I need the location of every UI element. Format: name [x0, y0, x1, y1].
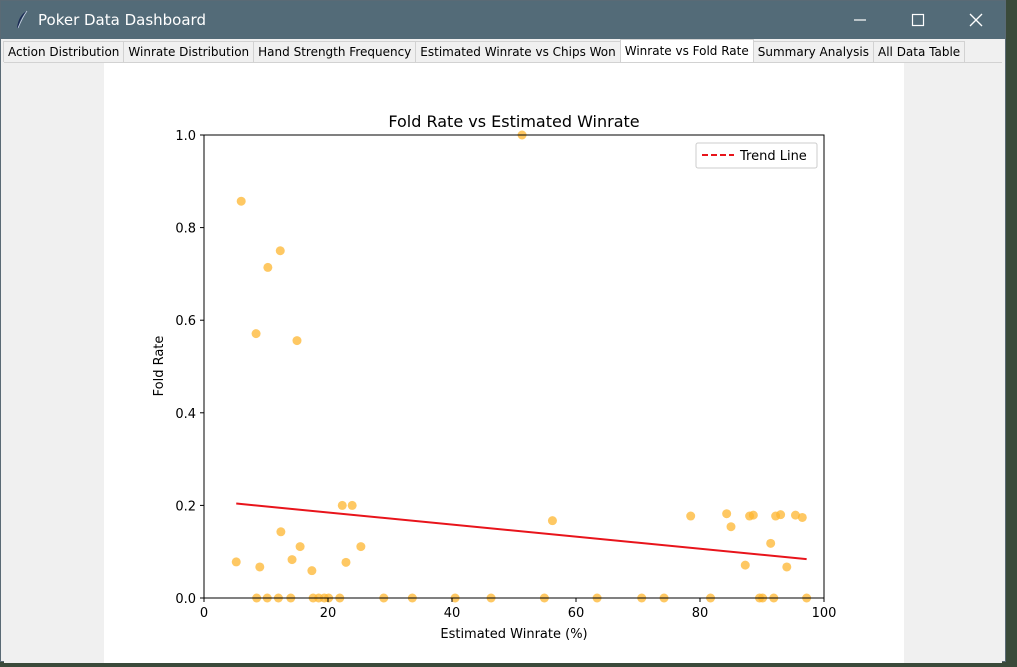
scatter-chart: Fold Rate vs Estimated Winrate 0 20 40 60 80… [152, 112, 837, 642]
window-title: Poker Data Dashboard [38, 11, 206, 29]
tab-all-data-table[interactable]: All Data Table [873, 41, 966, 62]
x-tick-label: 80 [692, 606, 709, 621]
chart-figure: Fold Rate vs Estimated Winrate 0 20 40 60 80… [104, 63, 904, 663]
data-point [231, 557, 241, 567]
chart-title: Fold Rate vs Estimated Winrate [388, 112, 639, 131]
legend-entry-trend-line: Trend Line [739, 149, 807, 164]
close-button[interactable] [947, 1, 1005, 39]
data-point [295, 542, 305, 552]
data-point [547, 516, 557, 526]
data-point [776, 510, 786, 520]
data-point [236, 196, 246, 206]
data-point [782, 562, 792, 572]
tab-estimated-winrate-vs-chips-won[interactable]: Estimated Winrate vs Chips Won [415, 41, 621, 62]
x-tick-label: 0 [200, 606, 208, 621]
x-tick-label: 40 [444, 606, 461, 621]
data-point [748, 510, 758, 520]
data-point [766, 538, 776, 548]
y-axis: 0.0 0.2 0.4 0.6 0.8 1.0 [175, 129, 204, 607]
data-point [307, 566, 317, 576]
x-axis: 0 20 40 60 80 100 [200, 598, 837, 621]
tab-content: Fold Rate vs Estimated Winrate 0 20 40 60 80… [4, 62, 1002, 663]
legend-box [695, 142, 818, 169]
data-point [726, 522, 736, 532]
tab-hand-strength-frequency[interactable]: Hand Strength Frequency [253, 41, 417, 62]
plot-frame [203, 134, 825, 599]
y-tick-label: 0.6 [175, 314, 196, 329]
data-point [341, 557, 351, 567]
x-tick-label: 60 [568, 606, 585, 621]
y-tick-label: 0.0 [175, 592, 196, 607]
tab-winrate-distribution[interactable]: Winrate Distribution [123, 41, 255, 62]
y-tick-label: 0.4 [175, 407, 196, 422]
minimize-icon [854, 19, 866, 21]
y-axis-label: Fold Rate [152, 336, 167, 397]
minimize-button[interactable] [831, 1, 889, 39]
y-tick-label: 0.8 [175, 222, 196, 237]
data-point [292, 336, 302, 346]
data-point [797, 512, 807, 522]
tab-action-distribution[interactable]: Action Distribution [3, 41, 125, 62]
data-point [686, 511, 696, 521]
data-point [347, 500, 357, 510]
data-point [287, 555, 297, 565]
legend: Trend Line [695, 142, 818, 169]
y-tick-label: 0.2 [175, 499, 196, 514]
data-point [790, 510, 800, 520]
data-point [275, 246, 285, 256]
data-point [251, 329, 261, 339]
tab-summary-analysis[interactable]: Summary Analysis [752, 41, 874, 62]
y-tick-label: 1.0 [175, 129, 196, 144]
tab-winrate-vs-fold-rate[interactable]: Winrate vs Fold Rate [619, 39, 754, 62]
data-point [276, 527, 286, 537]
maximize-button[interactable] [889, 1, 947, 39]
data-point [740, 560, 750, 570]
data-point [263, 262, 273, 272]
trend-layer [236, 502, 807, 561]
x-tick-label: 100 [812, 606, 837, 621]
feather-icon [17, 10, 28, 29]
maximize-icon [911, 13, 925, 27]
data-point [722, 509, 732, 519]
data-point [356, 542, 366, 552]
data-point [337, 500, 347, 510]
trend-line [236, 502, 807, 561]
data-point [255, 562, 265, 572]
x-tick-label: 20 [320, 606, 337, 621]
tab-bar: Action Distribution Winrate Distribution H… [3, 39, 966, 62]
close-icon [969, 13, 983, 27]
title-bar: Poker Data Dashboard [1, 1, 1005, 39]
points-layer [231, 130, 812, 603]
x-axis-label: Estimated Winrate (%) [440, 627, 587, 642]
